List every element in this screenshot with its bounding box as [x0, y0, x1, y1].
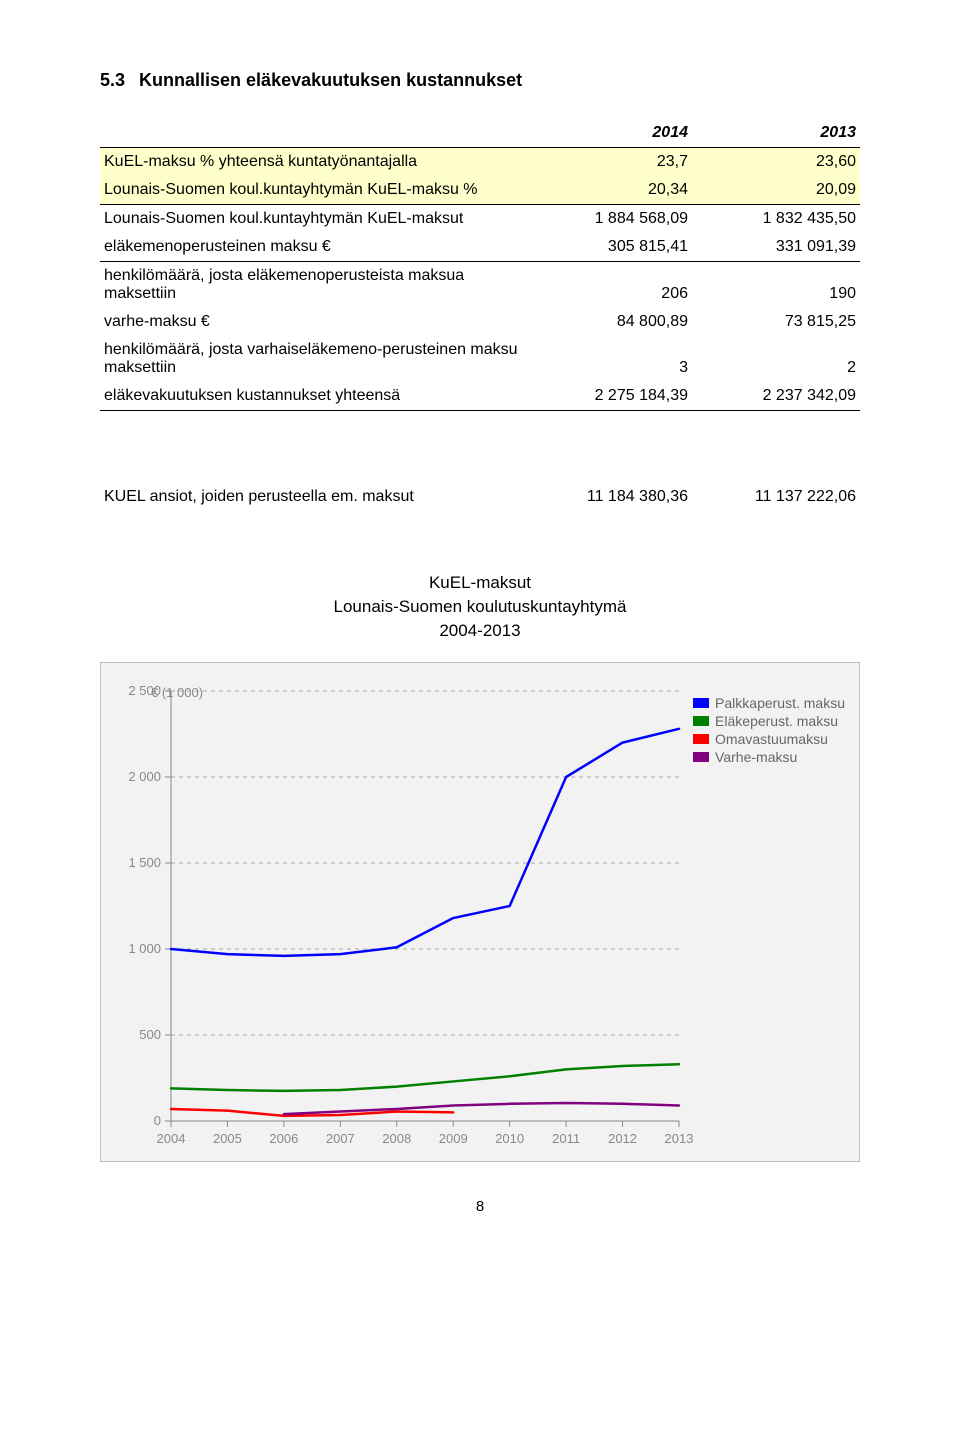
svg-text:2 000: 2 000: [128, 769, 161, 784]
legend-item: Eläkeperust. maksu: [693, 713, 845, 729]
cell-value: 190: [692, 262, 860, 309]
legend-label: Eläkeperust. maksu: [715, 713, 838, 729]
chart-title-line: KuEL-maksut: [100, 571, 860, 595]
cell-value: 1 884 568,09: [524, 205, 692, 234]
cell-value: 84 800,89: [524, 308, 692, 336]
section-title: Kunnallisen eläkevakuutuksen kustannukse…: [139, 70, 522, 90]
footnote-table: KUEL ansiot, joiden perusteella em. maks…: [100, 483, 860, 511]
table-row: Lounais-Suomen koul.kuntayhtymän KuEL-ma…: [100, 205, 860, 234]
table-row: Lounais-Suomen koul.kuntayhtymän KuEL-ma…: [100, 176, 860, 205]
legend-item: Palkkaperust. maksu: [693, 695, 845, 711]
cell-value: 20,34: [524, 176, 692, 205]
legend-label: Varhe-maksu: [715, 749, 797, 765]
cell-value: 3: [524, 336, 692, 382]
cell-label: Lounais-Suomen koul.kuntayhtymän KuEL-ma…: [100, 205, 524, 234]
legend-item: Omavastuumaksu: [693, 731, 845, 747]
cell-value: 305 815,41: [524, 233, 692, 262]
section-heading: 5.3 Kunnallisen eläkevakuutuksen kustannu…: [100, 70, 860, 91]
cell-label: varhe-maksu €: [100, 308, 524, 336]
legend-swatch: [693, 752, 709, 762]
cell-label: Lounais-Suomen koul.kuntayhtymän KuEL-ma…: [100, 176, 524, 205]
cell-label: henkilömäärä, josta varhaiseläkemeno-per…: [100, 336, 524, 382]
cell-label: KuEL-maksu % yhteensä kuntatyönantajalla: [100, 148, 524, 177]
cell-label: henkilömäärä, josta eläkemenoperusteista…: [100, 262, 524, 309]
svg-text:2004: 2004: [157, 1131, 186, 1146]
cell-value: 2: [692, 336, 860, 382]
col-year-2: 2013: [692, 119, 860, 148]
table-row: varhe-maksu €84 800,8973 815,25: [100, 308, 860, 336]
cell-value: 2 237 342,09: [692, 382, 860, 411]
svg-text:2 500: 2 500: [128, 683, 161, 698]
legend-label: Omavastuumaksu: [715, 731, 828, 747]
legend-swatch: [693, 716, 709, 726]
svg-text:2010: 2010: [495, 1131, 524, 1146]
legend-swatch: [693, 734, 709, 744]
col-label: [100, 119, 524, 148]
legend-label: Palkkaperust. maksu: [715, 695, 845, 711]
cell-label: eläkemenoperusteinen maksu €: [100, 233, 524, 262]
svg-text:2006: 2006: [269, 1131, 298, 1146]
svg-text:2011: 2011: [552, 1131, 580, 1146]
cell-label: KUEL ansiot, joiden perusteella em. maks…: [100, 483, 524, 511]
cell-value: 23,7: [524, 148, 692, 177]
chart: € (1 000)05001 0001 5002 0002 5002004200…: [100, 662, 860, 1162]
table-row: eläkevakuutuksen kustannukset yhteensä2 …: [100, 382, 860, 411]
svg-text:2007: 2007: [326, 1131, 355, 1146]
svg-text:2005: 2005: [213, 1131, 242, 1146]
svg-text:2013: 2013: [665, 1131, 694, 1146]
legend-item: Varhe-maksu: [693, 749, 845, 765]
svg-text:2009: 2009: [439, 1131, 468, 1146]
table-header-row: 2014 2013: [100, 119, 860, 148]
cell-value: 11 184 380,36: [524, 483, 692, 511]
page-number: 8: [100, 1198, 860, 1215]
svg-text:1 500: 1 500: [128, 855, 161, 870]
svg-text:0: 0: [154, 1113, 161, 1128]
table-row: henkilömäärä, josta varhaiseläkemeno-per…: [100, 336, 860, 382]
cell-value: 20,09: [692, 176, 860, 205]
chart-legend: Palkkaperust. maksu Eläkeperust. maksu Oma…: [693, 695, 845, 767]
chart-title-line: Lounais-Suomen koulutuskuntayhtymä: [100, 595, 860, 619]
cell-label: eläkevakuutuksen kustannukset yhteensä: [100, 382, 524, 411]
legend-swatch: [693, 698, 709, 708]
cell-value: 11 137 222,06: [692, 483, 860, 511]
cell-value: 1 832 435,50: [692, 205, 860, 234]
chart-title-line: 2004-2013: [100, 619, 860, 643]
section-number: 5.3: [100, 70, 125, 90]
cell-value: 2 275 184,39: [524, 382, 692, 411]
col-year-1: 2014: [524, 119, 692, 148]
cell-value: 331 091,39: [692, 233, 860, 262]
chart-title-block: KuEL-maksut Lounais-Suomen koulutuskunta…: [100, 571, 860, 642]
svg-text:2008: 2008: [382, 1131, 411, 1146]
table-row: henkilömäärä, josta eläkemenoperusteista…: [100, 262, 860, 309]
table-row: KuEL-maksu % yhteensä kuntatyönantajalla…: [100, 148, 860, 177]
svg-text:500: 500: [139, 1027, 161, 1042]
cell-value: 73 815,25: [692, 308, 860, 336]
svg-text:2012: 2012: [608, 1131, 637, 1146]
table-row: KUEL ansiot, joiden perusteella em. maks…: [100, 483, 860, 511]
cost-table: 2014 2013 KuEL-maksu % yhteensä kuntatyö…: [100, 119, 860, 411]
cell-value: 23,60: [692, 148, 860, 177]
svg-text:1 000: 1 000: [128, 941, 161, 956]
cell-value: 206: [524, 262, 692, 309]
table-row: eläkemenoperusteinen maksu €305 815,4133…: [100, 233, 860, 262]
